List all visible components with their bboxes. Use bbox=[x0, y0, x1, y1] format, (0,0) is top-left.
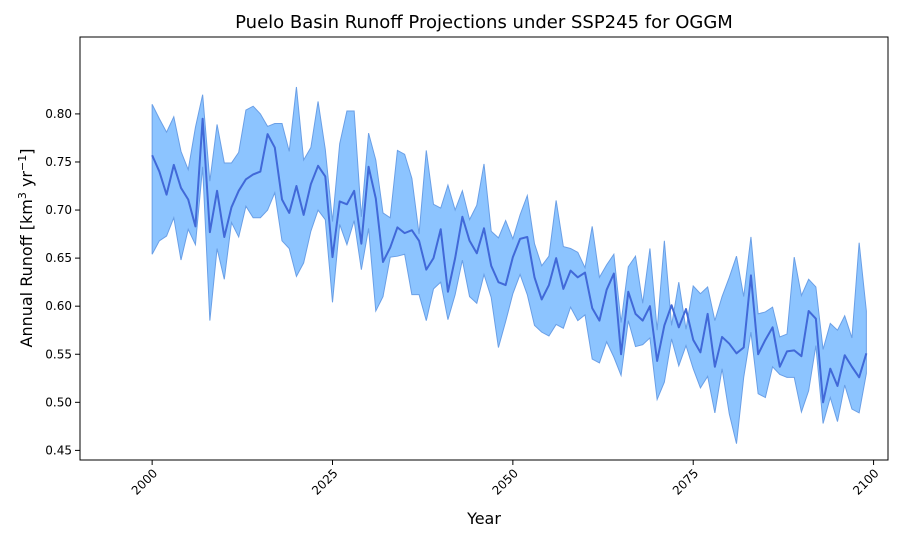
x-tick-label: 2100 bbox=[850, 466, 881, 497]
y-tick-label: 0.50 bbox=[45, 395, 72, 409]
chart-title: Puelo Basin Runoff Projections under SSP… bbox=[235, 12, 733, 33]
y-axis: 0.45 0.50 0.55 0.60 0.65 0.70 0.75 0.80 bbox=[45, 107, 80, 457]
plot-frame bbox=[79, 36, 889, 461]
y-tick-label: 0.60 bbox=[45, 299, 72, 313]
y-tick-label: 0.80 bbox=[45, 107, 72, 121]
y-axis-title-prefix: Annual Runoff [km bbox=[17, 199, 36, 347]
x-tick-label: 2075 bbox=[670, 466, 701, 497]
y-tick-label: 0.65 bbox=[45, 251, 72, 265]
y-axis-title: Annual Runoff [km3 yr−1] bbox=[16, 149, 36, 348]
y-axis-title-suffix: ] bbox=[17, 149, 36, 155]
y-axis-title-sup2: −1 bbox=[16, 155, 29, 171]
x-tick-label: 2050 bbox=[489, 466, 520, 497]
uncertainty-band-edge bbox=[151, 86, 867, 444]
x-axis: 2000 2025 2050 2075 2100 bbox=[129, 460, 882, 498]
plot-area bbox=[151, 86, 868, 444]
y-axis-title-sup1: 3 bbox=[16, 192, 29, 199]
x-axis-title: Year bbox=[466, 509, 501, 528]
y-tick-label: 0.70 bbox=[45, 203, 72, 217]
mean-runoff-line bbox=[151, 117, 868, 404]
y-tick-label: 0.75 bbox=[45, 155, 72, 169]
x-tick-label: 2000 bbox=[129, 466, 160, 497]
uncertainty-band bbox=[152, 86, 867, 444]
x-tick-label: 2025 bbox=[309, 466, 340, 497]
y-tick-label: 0.45 bbox=[45, 443, 72, 457]
y-tick-label: 0.55 bbox=[45, 347, 72, 361]
y-axis-title-mid: yr bbox=[17, 171, 36, 193]
